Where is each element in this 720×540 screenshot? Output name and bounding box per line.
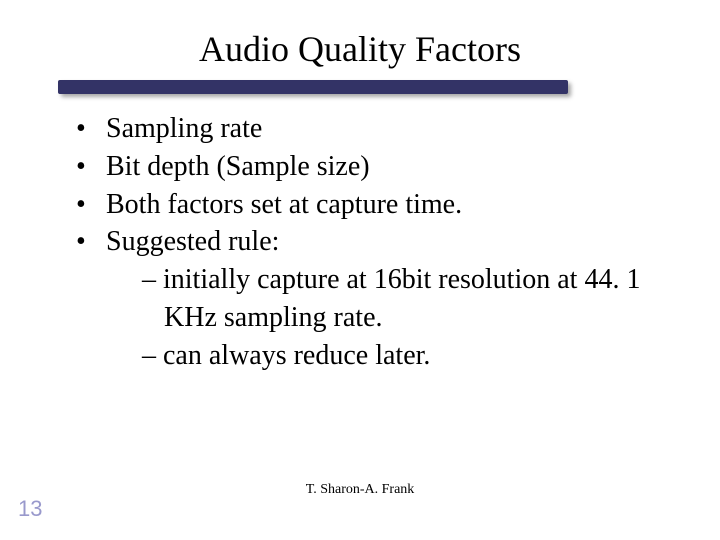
sub-item: – can always reduce later. (142, 337, 670, 375)
list-item: Both factors set at capture time. (70, 186, 670, 224)
list-item: Suggested rule: – initially capture at 1… (70, 223, 670, 374)
bullet-text: Both factors set at capture time. (106, 189, 462, 220)
bullet-text: Suggested rule: (106, 226, 279, 257)
slide: Audio Quality Factors Sampling rate Bit … (0, 0, 720, 540)
list-item: Bit depth (Sample size) (70, 148, 670, 186)
sub-item: – initially capture at 16bit resolution … (142, 261, 670, 337)
bullet-list: Sampling rate Bit depth (Sample size) Bo… (70, 110, 670, 375)
sub-list: – initially capture at 16bit resolution … (106, 261, 670, 374)
page-number: 13 (18, 496, 42, 522)
title-container: Audio Quality Factors (0, 28, 720, 70)
footer-author: T. Sharon-A. Frank (0, 482, 720, 498)
title-underline (58, 80, 568, 94)
slide-title: Audio Quality Factors (199, 29, 521, 69)
bullet-text: Sampling rate (106, 113, 262, 144)
content-area: Sampling rate Bit depth (Sample size) Bo… (70, 110, 670, 375)
bullet-text: Bit depth (Sample size) (106, 151, 370, 182)
list-item: Sampling rate (70, 110, 670, 148)
